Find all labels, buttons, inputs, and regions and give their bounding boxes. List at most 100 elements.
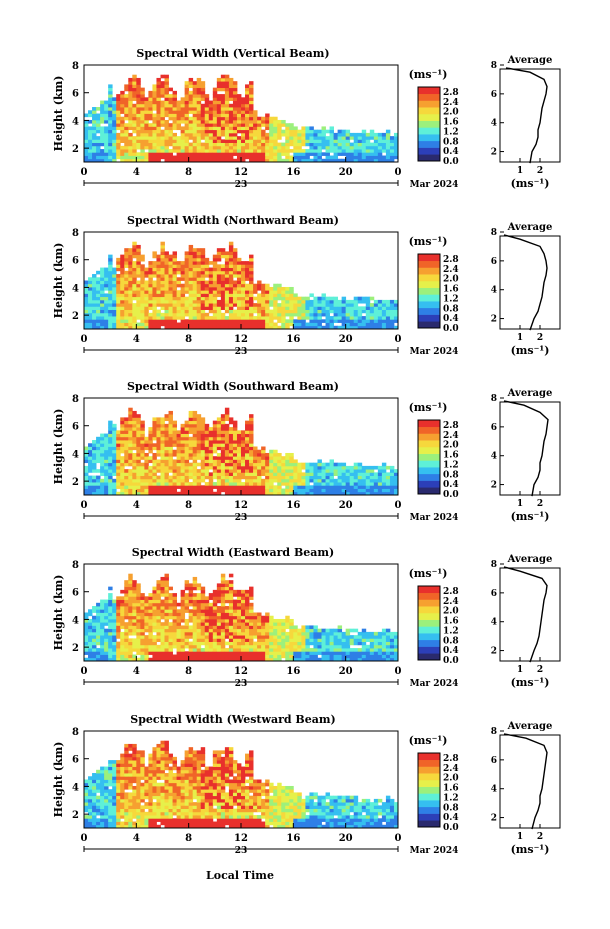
heatmap-cell [128, 651, 133, 655]
heatmap-cell [261, 142, 266, 147]
heatmap-cell [108, 87, 113, 92]
heatmap-cell [220, 94, 226, 98]
heatmap-cell [289, 465, 294, 470]
colorbar-tick-label: 0.0 [443, 490, 459, 500]
heatmap-cell [273, 293, 278, 298]
heatmap-cell [220, 296, 226, 301]
heatmap-cell [156, 126, 161, 131]
heatmap-cell [136, 110, 141, 114]
heatmap-cell [277, 316, 282, 320]
heatmap-cell [128, 459, 133, 464]
heatmap-cell [128, 309, 133, 314]
heatmap-cell [192, 602, 198, 607]
heatmap-cell [152, 469, 157, 473]
heatmap-cell [216, 103, 222, 108]
heatmap-cell [249, 132, 254, 137]
heatmap-cell [345, 325, 351, 330]
heatmap-cell [164, 155, 169, 160]
heatmap-cell [180, 116, 186, 121]
heatmap-cell [148, 657, 153, 662]
heatmap-cell [281, 469, 286, 473]
heatmap-cell [285, 158, 290, 163]
heatmap-cell [224, 74, 230, 79]
heatmap-cell [293, 299, 298, 304]
heatmap-cell [224, 155, 230, 160]
heatmap-cell [120, 132, 125, 137]
heatmap-cell [389, 155, 395, 160]
heatmap-cell [261, 452, 266, 457]
heatmap-cell [88, 449, 93, 454]
heatmap-cell [180, 482, 186, 486]
heatmap-cell [192, 293, 198, 298]
heatmap-cell [160, 145, 165, 150]
heatmap-cell [224, 657, 230, 662]
heatmap-cell [136, 462, 141, 467]
heatmap-cell [208, 443, 214, 447]
heatmap-cell [241, 139, 246, 143]
heatmap-cell [172, 319, 177, 323]
heatmap-cell [136, 606, 141, 610]
heatmap-cell [104, 126, 109, 131]
heatmap-cell [236, 306, 242, 310]
heatmap-cell [245, 589, 250, 594]
heatmap-cell [108, 129, 113, 134]
heatmap-cell [341, 488, 347, 493]
heatmap-cell [236, 94, 242, 98]
heatmap-cell [120, 596, 125, 600]
heatmap-cell [220, 599, 226, 604]
heatmap-cell [184, 641, 190, 646]
heatmap-cell [192, 97, 198, 101]
heatmap-cell [184, 628, 190, 633]
heatmap-cell [196, 77, 202, 82]
heatmap-cell [337, 325, 343, 330]
heatmap-cell [100, 446, 105, 451]
heatmap-cell [249, 615, 254, 620]
heatmap-cell [241, 628, 246, 633]
heatmap-cell [212, 635, 218, 639]
heatmap-cell [249, 84, 254, 89]
heatmap-cell [261, 123, 266, 127]
x-tick-label: 16 [286, 334, 300, 345]
heatmap-cell [269, 478, 274, 483]
heatmap-cell [349, 472, 355, 476]
heatmap-cell [100, 126, 105, 131]
heatmap-cell [317, 312, 322, 317]
heatmap-cell [269, 299, 274, 304]
heatmap-cell [172, 593, 177, 597]
heatmap-cell [249, 87, 254, 92]
heatmap-cell [224, 423, 230, 428]
heatmap-cell [241, 274, 246, 278]
heatmap-cell [180, 635, 186, 639]
heatmap-cell [180, 485, 186, 489]
heatmap-cell [116, 274, 121, 278]
heatmap-cell [305, 155, 310, 160]
heatmap-cell [253, 631, 258, 636]
heatmap-cell [357, 325, 363, 330]
heatmap-cell [136, 139, 141, 143]
heatmap-cell [120, 430, 125, 434]
heatmap-cell [357, 322, 363, 327]
heatmap-cell [196, 293, 202, 298]
heatmap-cell [245, 602, 250, 607]
heatmap-cell [92, 316, 97, 320]
heatmap-cell [241, 618, 246, 623]
heatmap-cell [216, 145, 222, 150]
heatmap-cell [373, 158, 379, 163]
heatmap-cell [241, 283, 246, 288]
heatmap-cell [305, 296, 310, 301]
colorbar-segment [418, 426, 440, 434]
heatmap-cell [96, 119, 101, 124]
heatmap-cell [249, 449, 254, 454]
heatmap-cell [257, 452, 262, 457]
heatmap-cell [148, 283, 153, 288]
heatmap-cell [220, 110, 226, 114]
heatmap-cell [293, 136, 298, 140]
colorbar-frame [417, 86, 441, 162]
colorbar-tick-label: 1.2 [443, 127, 459, 137]
heatmap-cell [160, 81, 165, 85]
heatmap-cell [132, 309, 137, 314]
heatmap-cell [160, 280, 165, 285]
heatmap-cell [184, 149, 190, 153]
heatmap-cell [220, 270, 226, 275]
heatmap-cell [192, 309, 198, 314]
